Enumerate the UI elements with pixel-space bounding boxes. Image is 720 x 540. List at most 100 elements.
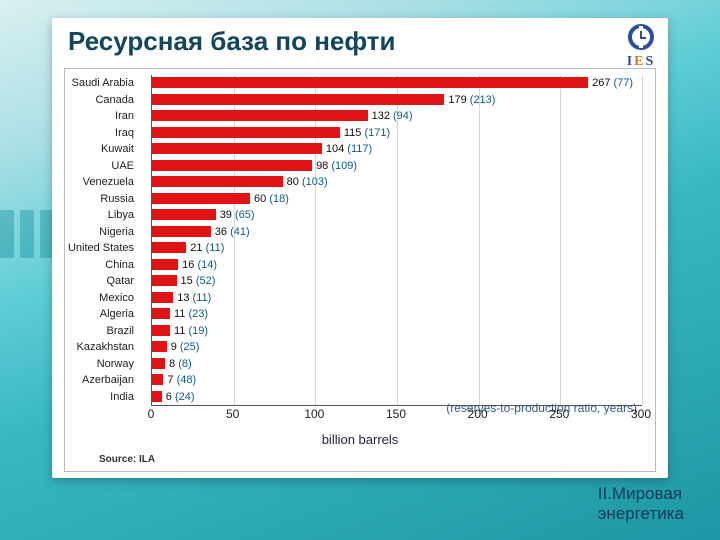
country-label: Canada bbox=[54, 92, 134, 109]
chart-source: Source: ILA bbox=[99, 454, 155, 465]
logo-icon bbox=[624, 24, 658, 54]
bar bbox=[152, 94, 444, 105]
logo-letter-e: E bbox=[634, 54, 645, 69]
bar-row: Iraq115 (171) bbox=[152, 125, 642, 142]
bar-row: Mexico13 (11) bbox=[152, 290, 642, 307]
bar-row: Qatar15 (52) bbox=[152, 273, 642, 290]
country-label: Saudi Arabia bbox=[54, 75, 134, 92]
bar-row: Norway8 (8) bbox=[152, 356, 642, 373]
bar-row: Saudi Arabia267 (77) bbox=[152, 75, 642, 92]
bar-row: Brazil11 (19) bbox=[152, 323, 642, 340]
bar bbox=[152, 374, 163, 385]
slide: Ресурсная база по нефти IES Saudi Arabia… bbox=[0, 0, 720, 540]
bar-value: 104 (117) bbox=[326, 141, 372, 158]
country-label: Brazil bbox=[54, 323, 134, 340]
content-card: Ресурсная база по нефти IES Saudi Arabia… bbox=[52, 18, 668, 478]
country-label: China bbox=[54, 257, 134, 274]
deco-bars-left bbox=[0, 210, 54, 258]
country-label: Kazakhstan bbox=[54, 339, 134, 356]
bar-value: 21 (11) bbox=[190, 240, 224, 257]
bar bbox=[152, 391, 162, 402]
bar bbox=[152, 259, 178, 270]
country-label: Qatar bbox=[54, 273, 134, 290]
country-label: Russia bbox=[54, 191, 134, 208]
bar-value: 80 (103) bbox=[287, 174, 328, 191]
bar bbox=[152, 341, 167, 352]
country-label: United States bbox=[54, 240, 134, 257]
bar-row: Canada179 (213) bbox=[152, 92, 642, 109]
x-tick-label: 150 bbox=[386, 407, 406, 421]
bar-value: 39 (65) bbox=[220, 207, 255, 224]
bar bbox=[152, 127, 340, 138]
bar-value: 11 (23) bbox=[174, 306, 208, 323]
country-label: Nigeria bbox=[54, 224, 134, 241]
bar bbox=[152, 160, 312, 171]
bar-row: Kazakhstan9 (25) bbox=[152, 339, 642, 356]
country-label: Libya bbox=[54, 207, 134, 224]
bar-value: 179 (213) bbox=[448, 92, 495, 109]
slide-title: Ресурсная база по нефти bbox=[68, 26, 396, 57]
x-tick-label: 300 bbox=[631, 407, 651, 421]
bar bbox=[152, 325, 170, 336]
bar bbox=[152, 110, 368, 121]
bar bbox=[152, 358, 165, 369]
bar-value: 132 (94) bbox=[372, 108, 413, 125]
bar-row: Nigeria36 (41) bbox=[152, 224, 642, 241]
country-label: Algeria bbox=[54, 306, 134, 323]
country-label: UAE bbox=[54, 158, 134, 175]
bar-row: Kuwait104 (117) bbox=[152, 141, 642, 158]
bar-value: 115 (171) bbox=[344, 125, 390, 142]
gridline bbox=[642, 75, 643, 405]
bar-value: 267 (77) bbox=[592, 75, 633, 92]
bar-value: 60 (18) bbox=[254, 191, 289, 208]
country-label: Azerbaijan bbox=[54, 372, 134, 389]
bar bbox=[152, 143, 322, 154]
bar bbox=[152, 209, 216, 220]
bar bbox=[152, 292, 173, 303]
x-tick-label: 100 bbox=[304, 407, 324, 421]
bar-value: 16 (14) bbox=[182, 257, 217, 274]
country-label: Venezuela bbox=[54, 174, 134, 191]
country-label: Norway bbox=[54, 356, 134, 373]
x-tick-label: 0 bbox=[148, 407, 155, 421]
bar-row: Russia60 (18) bbox=[152, 191, 642, 208]
country-label: Iraq bbox=[54, 125, 134, 142]
bar-row: China16 (14) bbox=[152, 257, 642, 274]
country-label: India bbox=[54, 389, 134, 406]
bar-value: 11 (19) bbox=[174, 323, 208, 340]
bar bbox=[152, 275, 177, 286]
x-axis-label: billion barrels bbox=[322, 432, 399, 447]
bar bbox=[152, 242, 186, 253]
bar-row: Algeria11 (23) bbox=[152, 306, 642, 323]
x-tick-label: 50 bbox=[226, 407, 239, 421]
bar-value: 7 (48) bbox=[167, 372, 196, 389]
bar-value: 8 (8) bbox=[169, 356, 192, 373]
bar-row: Azerbaijan7 (48) bbox=[152, 372, 642, 389]
bar-value: 6 (24) bbox=[166, 389, 195, 406]
bar bbox=[152, 193, 250, 204]
country-label: Kuwait bbox=[54, 141, 134, 158]
footer-text: II.Мироваяэнергетика bbox=[598, 484, 684, 524]
bar-row: United States21 (11) bbox=[152, 240, 642, 257]
plot-area: Saudi Arabia267 (77)Canada179 (213)Iran1… bbox=[151, 75, 642, 406]
bar-value: 9 (25) bbox=[171, 339, 200, 356]
bar-row: Iran132 (94) bbox=[152, 108, 642, 125]
x-tick-label: 200 bbox=[468, 407, 488, 421]
bar bbox=[152, 226, 211, 237]
logo: IES bbox=[624, 24, 658, 70]
country-label: Mexico bbox=[54, 290, 134, 307]
country-label: Iran bbox=[54, 108, 134, 125]
bar-value: 13 (11) bbox=[177, 290, 211, 307]
bar-value: 36 (41) bbox=[215, 224, 250, 241]
bar-value: 98 (109) bbox=[316, 158, 357, 175]
bar-value: 15 (52) bbox=[181, 273, 216, 290]
bar-row: UAE98 (109) bbox=[152, 158, 642, 175]
bar-row: Venezuela80 (103) bbox=[152, 174, 642, 191]
bar bbox=[152, 77, 588, 88]
bar-row: Libya39 (65) bbox=[152, 207, 642, 224]
bar bbox=[152, 308, 170, 319]
chart: Saudi Arabia267 (77)Canada179 (213)Iran1… bbox=[64, 68, 656, 472]
logo-letter-s: S bbox=[646, 54, 656, 69]
x-tick-label: 250 bbox=[549, 407, 569, 421]
bar bbox=[152, 176, 283, 187]
